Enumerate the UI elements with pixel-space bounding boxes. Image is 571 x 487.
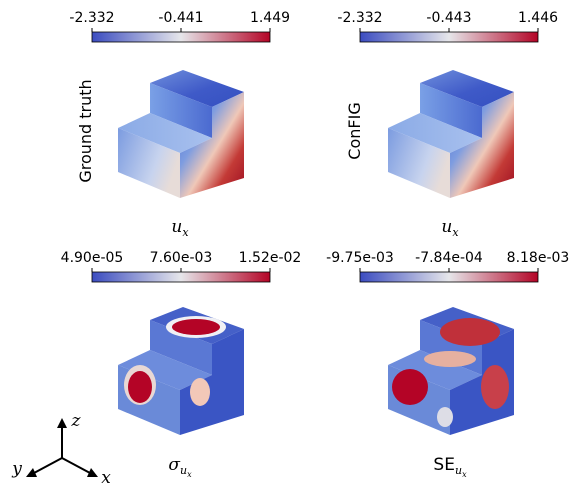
caption: SEux [433,455,467,479]
colorbar-tick-label: -0.443 [426,10,471,26]
colorbar [360,272,538,282]
colorbar-tick-label: -9.75e-03 [326,250,394,266]
panel: -2.332 -0.441 1.449 Ground truth ux [69,10,290,239]
figure: -2.332 -0.441 1.449 Ground truth ux -2.3… [0,0,571,487]
colorbar-tick-label: -2.332 [69,10,114,26]
colorbar-tick-label: 1.449 [250,10,290,26]
axis-label: z [71,411,82,431]
axes-triad: z y x [11,411,111,487]
colorbar [360,32,538,42]
colorbar-tick-label: 4.90e-05 [61,250,124,266]
colorbar-tick-label: -2.332 [337,10,382,26]
panel: -9.75e-03 -7.84e-04 8.18e-03 SEux [326,250,569,479]
colorbar-tick-label: 1.52e-02 [239,250,302,266]
colorbar-tick-label: 8.18e-03 [507,250,570,266]
axis-label: x [101,468,111,487]
colorbar-tick-label: -7.84e-04 [415,250,483,266]
colorbar [92,272,270,282]
axis-label: y [11,459,22,479]
colorbar-tick-label: 7.60e-03 [150,250,213,266]
rendering [118,307,244,435]
colorbar-tick-label: 1.446 [518,10,558,26]
rendering [388,307,514,435]
panel: 4.90e-05 7.60e-03 1.52e-02 σux [61,250,302,479]
panel: -2.332 -0.443 1.446 ConFIG ux [337,10,558,239]
row-label: Ground truth [76,79,95,182]
rendering [388,70,514,198]
caption: ux [171,217,189,239]
caption: ux [441,217,459,239]
row-label: ConFIG [345,102,364,159]
colorbar [92,32,270,42]
caption: σux [168,455,192,479]
rendering [118,70,244,198]
colorbar-tick-label: -0.441 [158,10,203,26]
